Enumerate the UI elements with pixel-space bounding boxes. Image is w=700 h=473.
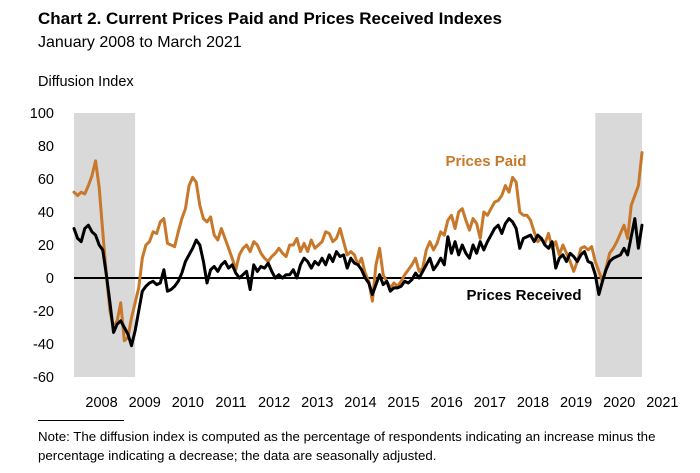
prices-paid-line: [72, 151, 644, 343]
x-tick-label: 2008: [85, 395, 117, 410]
x-tick-label: 2014: [344, 395, 376, 410]
y-tick-label: -20: [33, 304, 54, 320]
y-tick-label: 0: [46, 271, 54, 287]
footnote: Note: The diffusion index is computed as…: [38, 429, 656, 463]
prices-paid-label: Prices Paid: [446, 153, 527, 170]
y-axis-ticks: 100 80 60 40 20 0 -20 -40 -60: [30, 106, 54, 386]
y-tick-label: 60: [38, 172, 54, 188]
chart-title: Chart 2. Current Prices Paid and Prices …: [38, 9, 502, 28]
y-tick-label: -60: [33, 370, 54, 386]
x-tick-label: 2021: [646, 395, 678, 410]
x-tick-label: 2009: [129, 395, 161, 410]
y-tick-label: 100: [30, 106, 54, 122]
y-tick-label: 40: [38, 205, 54, 221]
x-tick-label: 2015: [387, 395, 419, 410]
x-axis-ticks: 2008 2009 2010 2011 2012 2013 2014 2015 2016 2017…: [85, 395, 678, 410]
x-tick-label: 2016: [431, 395, 463, 410]
series-labels: Prices Paid Prices Received: [446, 153, 582, 304]
x-tick-label: 2017: [474, 395, 506, 410]
y-tick-label: 80: [38, 139, 54, 155]
series-lines: [72, 151, 644, 348]
y-axis-label: Diffusion Index: [38, 74, 134, 90]
y-tick-label: 20: [38, 238, 54, 254]
x-tick-label: 2012: [258, 395, 290, 410]
recession-shading-2: [595, 113, 642, 377]
x-tick-label: 2010: [172, 395, 204, 410]
x-tick-label: 2020: [603, 395, 635, 410]
prices-received-line: [72, 217, 644, 348]
x-tick-label: 2018: [517, 395, 549, 410]
x-tick-label: 2011: [215, 395, 246, 410]
x-tick-label: 2019: [560, 395, 592, 410]
prices-received-label: Prices Received: [466, 287, 581, 304]
footnote-divider: [38, 420, 124, 421]
chart-subtitle: January 2008 to March 2021: [38, 34, 242, 51]
x-tick-label: 2013: [301, 395, 333, 410]
y-tick-label: -40: [33, 337, 54, 353]
